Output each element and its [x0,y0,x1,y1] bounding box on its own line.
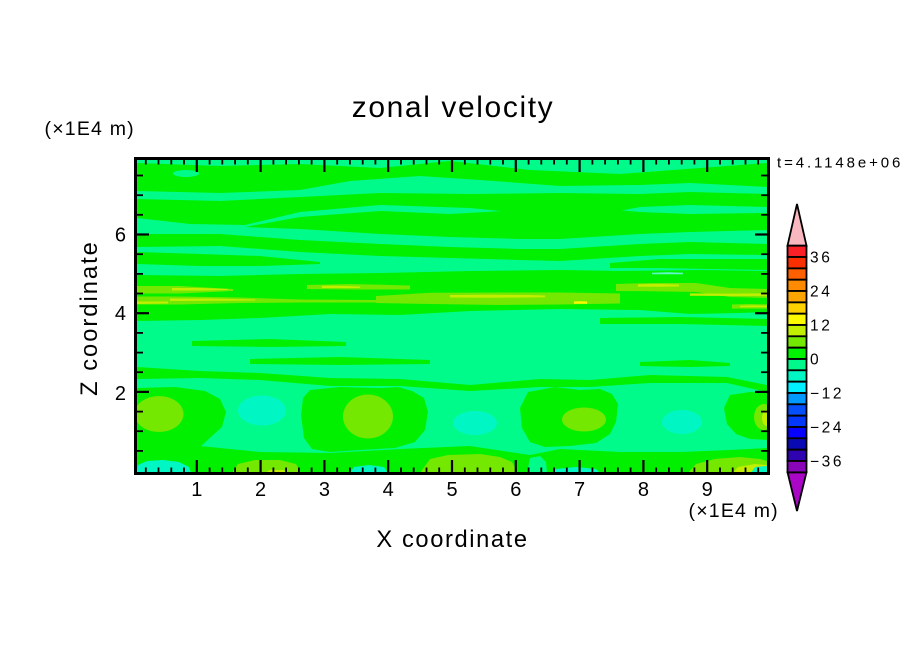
svg-text:1: 1 [191,479,202,501]
svg-text:9: 9 [702,479,713,501]
svg-text:t=4.1148e+06: t=4.1148e+06 [777,155,903,172]
svg-text:(×1E4 m): (×1E4 m) [45,118,135,140]
svg-text:2: 2 [115,383,126,405]
svg-text:12: 12 [810,318,832,335]
svg-text:6: 6 [115,225,126,247]
svg-text:(×1E4 m): (×1E4 m) [689,500,779,522]
svg-text:−36: −36 [810,454,844,471]
svg-text:4: 4 [383,479,394,501]
svg-text:6: 6 [510,479,521,501]
svg-text:8: 8 [638,479,649,501]
svg-text:24: 24 [810,284,832,301]
svg-text:−24: −24 [810,420,844,437]
svg-text:5: 5 [446,479,457,501]
svg-text:2: 2 [255,479,266,501]
svg-text:0: 0 [810,352,821,369]
svg-text:36: 36 [810,250,832,267]
svg-text:Z coordinate: Z coordinate [77,240,103,396]
svg-text:3: 3 [319,479,330,501]
svg-text:4: 4 [115,303,126,325]
svg-text:−12: −12 [810,386,844,403]
svg-text:X coordinate: X coordinate [376,527,528,553]
svg-text:7: 7 [574,479,585,501]
svg-text:zonal velocity: zonal velocity [352,91,555,124]
